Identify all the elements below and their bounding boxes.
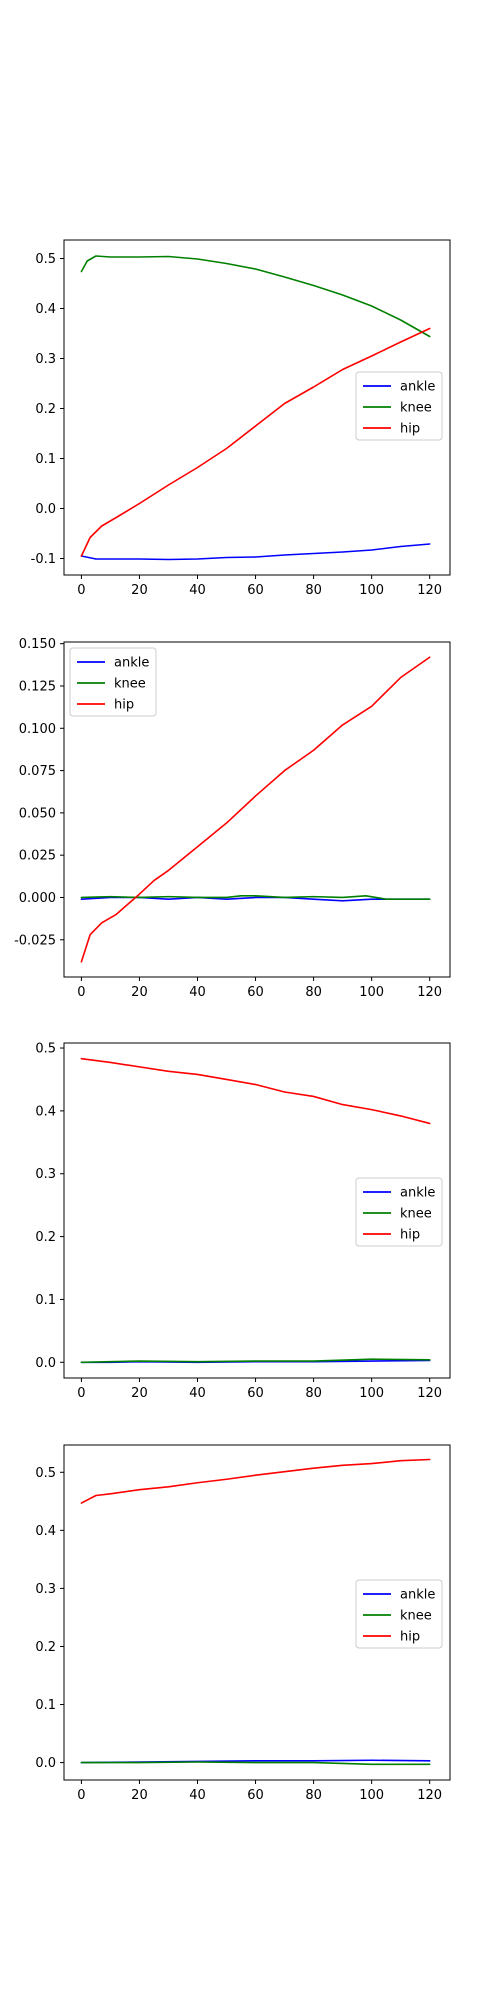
legend-label-hip: hip [400, 422, 420, 437]
legend-label-hip: hip [400, 1228, 420, 1243]
x-tick-label: 100 [359, 1788, 384, 1803]
x-tick-label: 60 [247, 985, 264, 1000]
legend-label-knee: knee [400, 1207, 432, 1222]
series-line-hip [80, 1057, 431, 1125]
x-tick-label: 0 [77, 985, 85, 1000]
x-tick-label: 80 [305, 985, 322, 1000]
y-tick-label: 0.125 [19, 679, 56, 694]
legend: ankle knee hip [355, 1177, 443, 1247]
y-tick-label: 0.050 [19, 806, 56, 821]
y-tick-label: 0.4 [35, 1104, 56, 1119]
x-tick-label: 40 [189, 583, 206, 598]
legend-label-knee: knee [400, 401, 432, 416]
y-tick-label: 0.3 [35, 1167, 56, 1182]
y-tick-label: 0.1 [35, 1293, 56, 1308]
legend-label-hip: hip [114, 698, 134, 713]
x-tick-label: 100 [359, 583, 384, 598]
legend: ankle knee hip [355, 1579, 443, 1649]
y-tick-label: 0.025 [19, 849, 56, 864]
series-line-hip [80, 327, 431, 557]
x-tick-label: 80 [305, 583, 322, 598]
legend-box [355, 1177, 443, 1247]
x-tick-label: 0 [77, 1788, 85, 1803]
chart-panel-2: 0 20 40 60 80 100 120 -0.025 0.000 0.025 0.050 0.07… [14, 637, 451, 1000]
y-tick-label: 0.5 [35, 1042, 56, 1057]
chart-panel-1: 0 20 40 60 80 100 120 -0.1 0.0 0.1 0.2 0.3 0.4 0.5 ank… [31, 239, 451, 598]
x-tick-label: 100 [359, 985, 384, 1000]
x-tick-label: 80 [305, 1386, 322, 1401]
series-line-knee [80, 1358, 431, 1364]
series-line-knee [80, 255, 431, 338]
y-tick-label: 0.3 [35, 352, 56, 367]
plot-frame [63, 1042, 451, 1379]
y-tick-label: 0.100 [19, 722, 56, 737]
y-tick-label: 0.0 [35, 1756, 56, 1771]
legend-box [69, 647, 157, 717]
y-tick-label: 0.5 [35, 1466, 56, 1481]
legend: ankle knee hip [355, 371, 443, 441]
x-tick-label: 20 [131, 583, 148, 598]
y-tick-label: 0.3 [35, 1582, 56, 1597]
plot-frame [63, 641, 451, 978]
x-tick-label: 100 [359, 1386, 384, 1401]
y-tick-label: 0.1 [35, 1698, 56, 1713]
series-line-hip [80, 1458, 431, 1504]
x-tick-label: 120 [417, 583, 442, 598]
x-tick-label: 0 [77, 1386, 85, 1401]
plot-frame [63, 1444, 451, 1781]
legend-label-knee: knee [400, 1609, 432, 1624]
legend-box [355, 1579, 443, 1649]
y-tick-label: 0.000 [19, 891, 56, 906]
series-line-ankle [80, 543, 431, 561]
x-tick-label: 120 [417, 985, 442, 1000]
y-tick-label: 0.2 [35, 1640, 56, 1655]
x-tick-label: 20 [131, 1386, 148, 1401]
x-tick-label: 0 [77, 583, 85, 598]
legend: ankle knee hip [69, 647, 157, 717]
x-tick-label: 60 [247, 1386, 264, 1401]
y-tick-label: 0.5 [35, 252, 56, 267]
legend-label-ankle: ankle [114, 656, 149, 671]
x-tick-label: 60 [247, 1788, 264, 1803]
y-tick-label: 0.0 [35, 502, 56, 517]
chart-panel-4: 0 20 40 60 80 100 120 0.0 0.1 0.2 0.3 0.4 0.5 ankle kn… [35, 1444, 451, 1803]
y-tick-label: 0.1 [35, 452, 56, 467]
legend-label-ankle: ankle [400, 1588, 435, 1603]
chart-panel-3: 0 20 40 60 80 100 120 0.0 0.1 0.2 0.3 0.4 0.5 ankle kn… [35, 1042, 451, 1401]
x-tick-label: 20 [131, 985, 148, 1000]
y-tick-label: -0.025 [14, 933, 56, 948]
legend-box [355, 371, 443, 441]
y-tick-label: 0.150 [19, 637, 56, 652]
y-tick-label: 0.2 [35, 402, 56, 417]
y-tick-label: 0.075 [19, 764, 56, 779]
series-line-hip [80, 656, 431, 963]
x-tick-label: 40 [189, 1788, 206, 1803]
y-tick-label: 0.4 [35, 1524, 56, 1539]
series-line-knee [80, 894, 431, 900]
y-tick-label: 0.2 [35, 1230, 56, 1245]
x-tick-label: 20 [131, 1788, 148, 1803]
x-tick-label: 120 [417, 1386, 442, 1401]
legend-label-ankle: ankle [400, 380, 435, 395]
legend-label-hip: hip [400, 1630, 420, 1645]
y-tick-label: 0.0 [35, 1356, 56, 1371]
x-tick-label: 120 [417, 1788, 442, 1803]
y-tick-label: 0.4 [35, 302, 56, 317]
legend-label-knee: knee [114, 677, 146, 692]
series-line-knee [80, 1761, 431, 1766]
y-tick-label: -0.1 [31, 552, 56, 567]
x-tick-label: 60 [247, 583, 264, 598]
x-tick-label: 40 [189, 1386, 206, 1401]
x-tick-label: 80 [305, 1788, 322, 1803]
legend-label-ankle: ankle [400, 1186, 435, 1201]
x-tick-label: 40 [189, 985, 206, 1000]
plot-frame [63, 239, 451, 576]
